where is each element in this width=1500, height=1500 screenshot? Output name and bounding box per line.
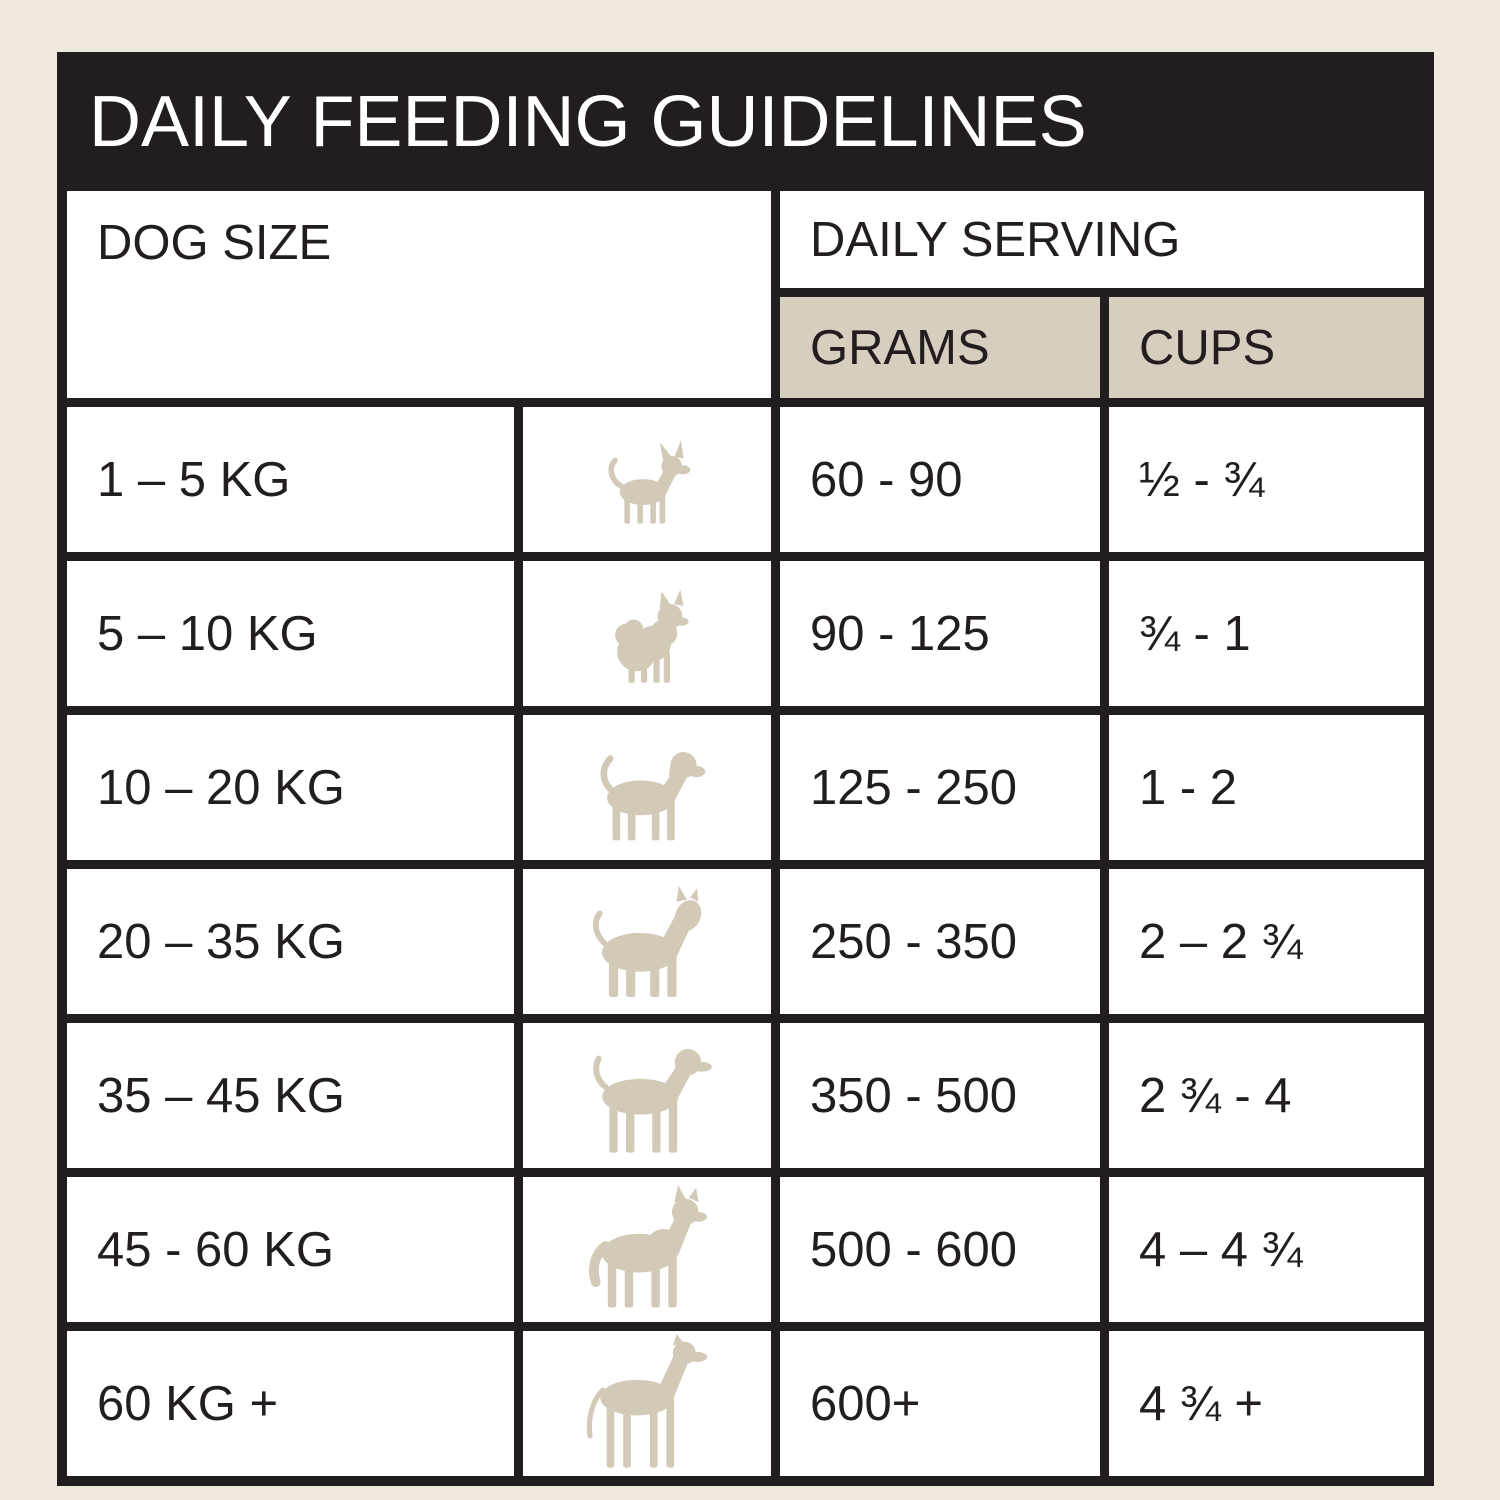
- grams-value: 350 - 500: [810, 1068, 1018, 1123]
- dog-size-cell: 20 – 35 KG: [67, 869, 514, 1014]
- grams-value: 90 - 125: [810, 606, 990, 661]
- great-dane-dog-icon: [586, 1333, 707, 1468]
- dog-icon-cell: [523, 715, 771, 860]
- chihuahua-dog-icon: [608, 439, 691, 524]
- grams-value: 250 - 350: [810, 914, 1018, 969]
- cups-value: ¾ - 1: [1139, 606, 1251, 661]
- cups-header-cell: CUPS: [1109, 297, 1424, 398]
- dog-size-cell: 10 – 20 KG: [67, 715, 514, 860]
- grams-cell: 500 - 600: [780, 1177, 1100, 1322]
- dog-size-value: 10 – 20 KG: [97, 760, 345, 815]
- dog-icon-cell: [523, 407, 771, 552]
- daily-serving-header-label: DAILY SERVING: [810, 212, 1181, 267]
- dog-size-value: 60 KG +: [97, 1376, 279, 1431]
- daily-serving-header-cell: DAILY SERVING: [780, 191, 1424, 288]
- dog-size-cell: 45 - 60 KG: [67, 1177, 514, 1322]
- cups-cell: 2 ¾ - 4: [1109, 1023, 1424, 1168]
- grams-cell: 350 - 500: [780, 1023, 1100, 1168]
- dog-size-header-cell: DOG SIZE: [67, 191, 771, 398]
- cups-value: 1 - 2: [1139, 760, 1238, 815]
- grams-cell: 600+: [780, 1331, 1100, 1476]
- dog-icon-cell: [523, 1023, 771, 1168]
- bull-terrier-dog-icon: [593, 885, 702, 997]
- dog-icon-cell: [523, 1331, 771, 1476]
- dog-size-value: 35 – 45 KG: [97, 1068, 345, 1123]
- grams-value: 125 - 250: [810, 760, 1018, 815]
- pomeranian-dog-icon: [614, 588, 689, 683]
- cups-value: 4 ¾ +: [1139, 1376, 1263, 1431]
- dog-size-cell: 35 – 45 KG: [67, 1023, 514, 1168]
- dog-size-value: 20 – 35 KG: [97, 914, 345, 969]
- cups-cell: 2 – 2 ¾: [1109, 869, 1424, 1014]
- cups-header-label: CUPS: [1139, 320, 1276, 375]
- grams-cell: 90 - 125: [780, 561, 1100, 706]
- grams-cell: 60 - 90: [780, 407, 1100, 552]
- dog-size-cell: 5 – 10 KG: [67, 561, 514, 706]
- dog-size-value: 5 – 10 KG: [97, 606, 318, 661]
- dog-size-cell: 60 KG +: [67, 1331, 514, 1476]
- page-title: DAILY FEEDING GUIDELINES: [89, 82, 1087, 162]
- husky-dog-icon: [589, 1185, 708, 1308]
- cups-value: 2 – 2 ¾: [1139, 914, 1303, 969]
- grams-value: 60 - 90: [810, 452, 963, 507]
- dog-size-value: 45 - 60 KG: [97, 1222, 334, 1277]
- pointer-dog-icon: [592, 1049, 712, 1153]
- feeding-guidelines-table: DAILY FEEDING GUIDELINES DOG SIZE DAILY …: [57, 52, 1434, 1486]
- cups-cell: 4 – 4 ¾: [1109, 1177, 1424, 1322]
- dog-size-value: 1 – 5 KG: [97, 452, 291, 507]
- cups-cell: 1 - 2: [1109, 715, 1424, 860]
- cups-cell: ½ - ¾: [1109, 407, 1424, 552]
- cups-cell: ¾ - 1: [1109, 561, 1424, 706]
- grams-header-label: GRAMS: [810, 320, 990, 375]
- cups-value: 2 ¾ - 4: [1139, 1068, 1292, 1123]
- grams-value: 600+: [810, 1376, 921, 1431]
- table-title-bar: DAILY FEEDING GUIDELINES: [67, 62, 1424, 182]
- grams-cell: 250 - 350: [780, 869, 1100, 1014]
- dog-icon-cell: [523, 561, 771, 706]
- beagle-dog-icon: [600, 751, 705, 840]
- dog-icon-cell: [523, 869, 771, 1014]
- cups-value: 4 – 4 ¾: [1139, 1222, 1303, 1277]
- grams-value: 500 - 600: [810, 1222, 1018, 1277]
- cups-value: ½ - ¾: [1139, 452, 1265, 507]
- cups-cell: 4 ¾ +: [1109, 1331, 1424, 1476]
- dog-icon-cell: [523, 1177, 771, 1322]
- grams-cell: 125 - 250: [780, 715, 1100, 860]
- dog-size-cell: 1 – 5 KG: [67, 407, 514, 552]
- grams-header-cell: GRAMS: [780, 297, 1100, 398]
- dog-size-header-label: DOG SIZE: [97, 216, 332, 270]
